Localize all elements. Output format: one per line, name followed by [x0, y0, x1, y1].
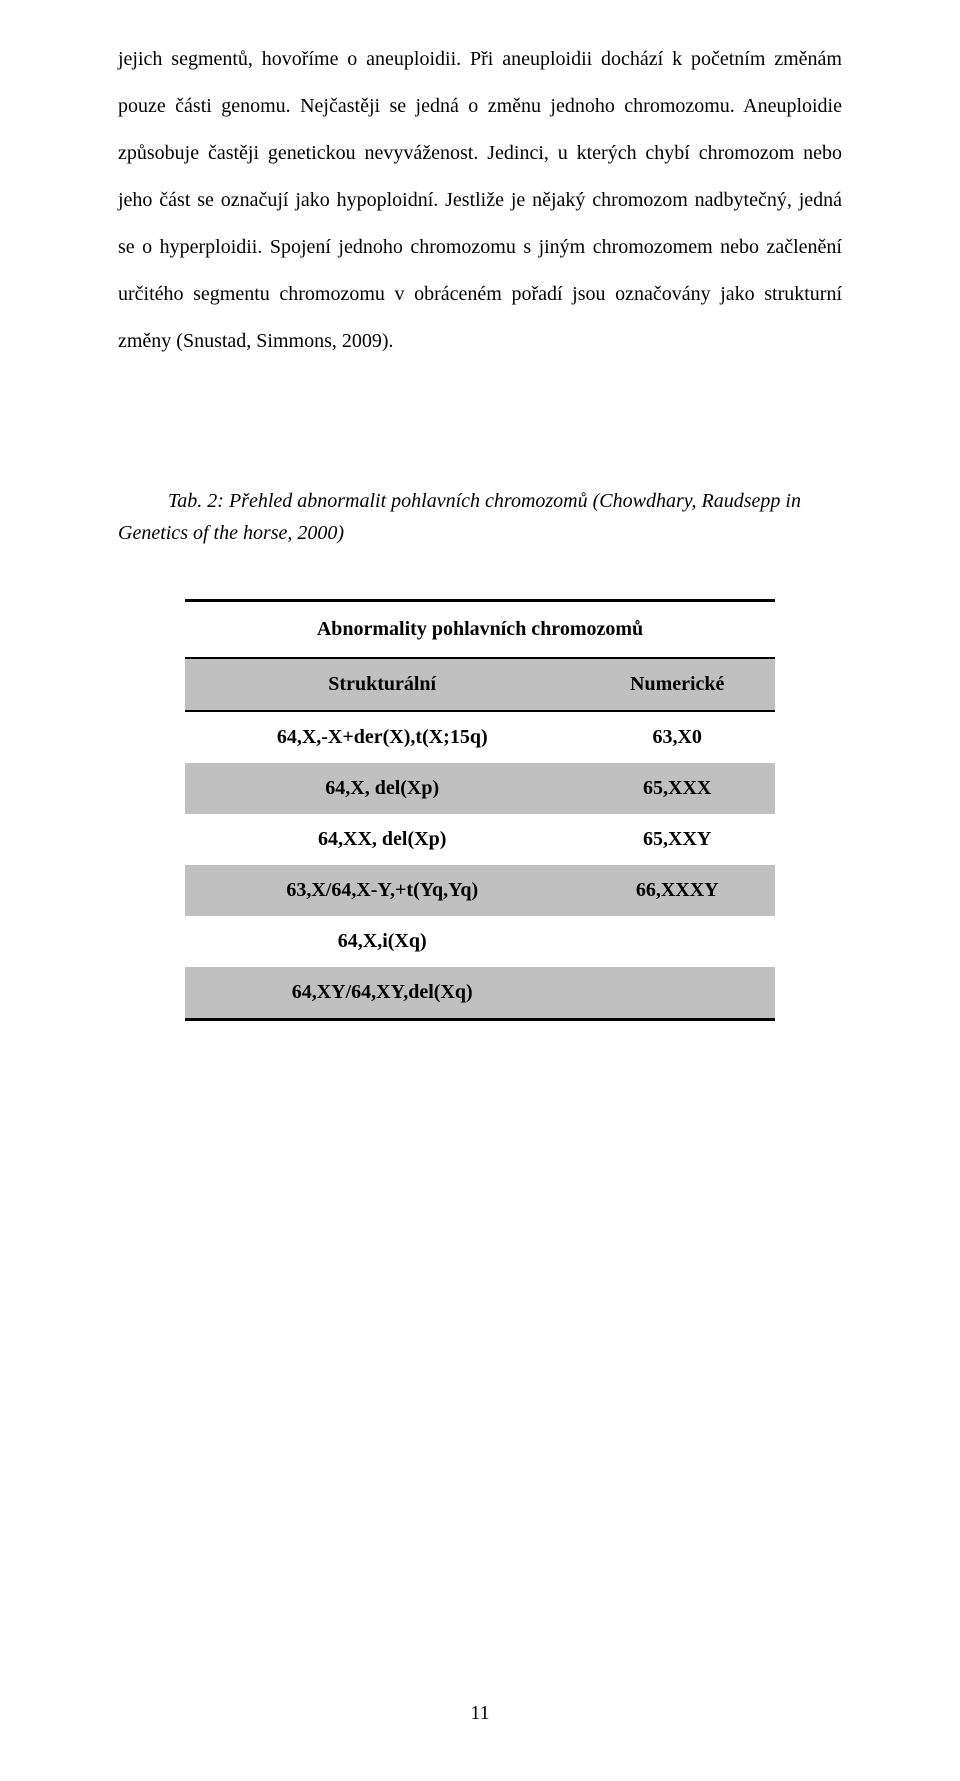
cell-numeric: 63,X0: [579, 711, 775, 763]
cell-numeric: 65,XXY: [579, 814, 775, 865]
table-title: Abnormality pohlavních chromozomů: [185, 601, 775, 659]
abnormality-table-wrapper: Abnormality pohlavních chromozomů Strukt…: [185, 599, 775, 1021]
cell-structural: 64,X, del(Xp): [185, 763, 579, 814]
column-header-numeric: Numerické: [579, 658, 775, 711]
table-row: 64,XX, del(Xp) 65,XXY: [185, 814, 775, 865]
table-row: 64,X, del(Xp) 65,XXX: [185, 763, 775, 814]
body-paragraph: jejich segmentů, hovoříme o aneuploidii.…: [118, 36, 842, 365]
page-number: 11: [0, 1702, 960, 1725]
cell-structural: 64,X,-X+der(X),t(X;15q): [185, 711, 579, 763]
abnormality-table: Abnormality pohlavních chromozomů Strukt…: [185, 599, 775, 1021]
cell-structural: 64,XY/64,XY,del(Xq): [185, 967, 579, 1020]
table-title-row: Abnormality pohlavních chromozomů: [185, 601, 775, 659]
cell-structural: 64,XX, del(Xp): [185, 814, 579, 865]
table-header-row: Strukturální Numerické: [185, 658, 775, 711]
table-row: 64,XY/64,XY,del(Xq): [185, 967, 775, 1020]
table-row: 64,X,i(Xq): [185, 916, 775, 967]
cell-numeric: [579, 916, 775, 967]
table-row: 63,X/64,X-Y,+t(Yq,Yq) 66,XXXY: [185, 865, 775, 916]
cell-structural: 64,X,i(Xq): [185, 916, 579, 967]
cell-structural: 63,X/64,X-Y,+t(Yq,Yq): [185, 865, 579, 916]
cell-numeric: [579, 967, 775, 1020]
document-page: jejich segmentů, hovoříme o aneuploidii.…: [0, 0, 960, 1781]
column-header-structural: Strukturální: [185, 658, 579, 711]
cell-numeric: 66,XXXY: [579, 865, 775, 916]
table-row: 64,X,-X+der(X),t(X;15q) 63,X0: [185, 711, 775, 763]
cell-numeric: 65,XXX: [579, 763, 775, 814]
table-caption: Tab. 2: Přehled abnormalit pohlavních ch…: [118, 485, 842, 549]
